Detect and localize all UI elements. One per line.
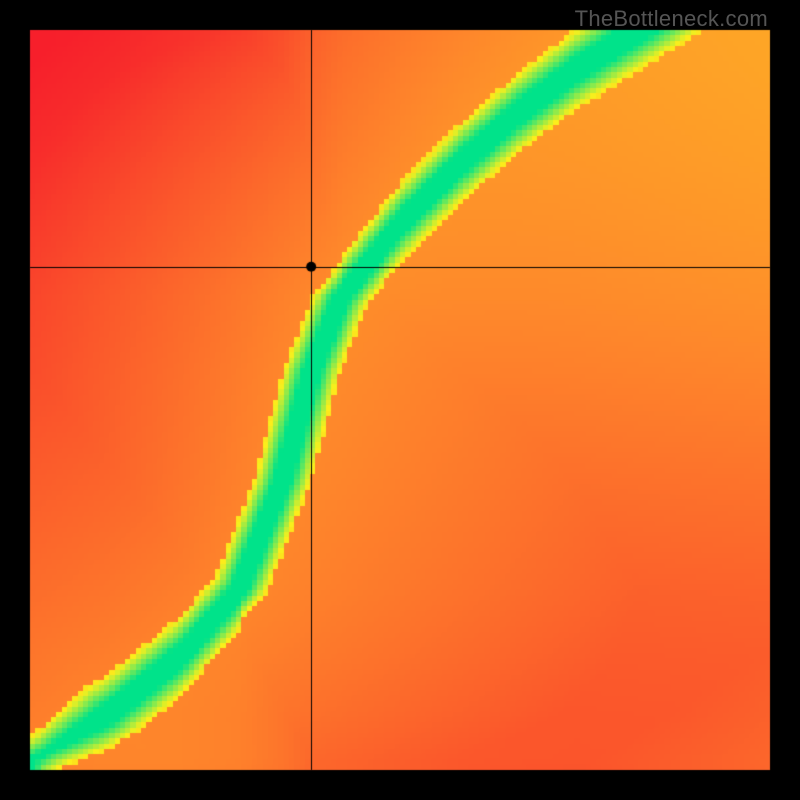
chart-root: TheBottleneck.com <box>0 0 800 800</box>
watermark-text: TheBottleneck.com <box>575 6 768 32</box>
overlay-canvas <box>0 0 800 800</box>
